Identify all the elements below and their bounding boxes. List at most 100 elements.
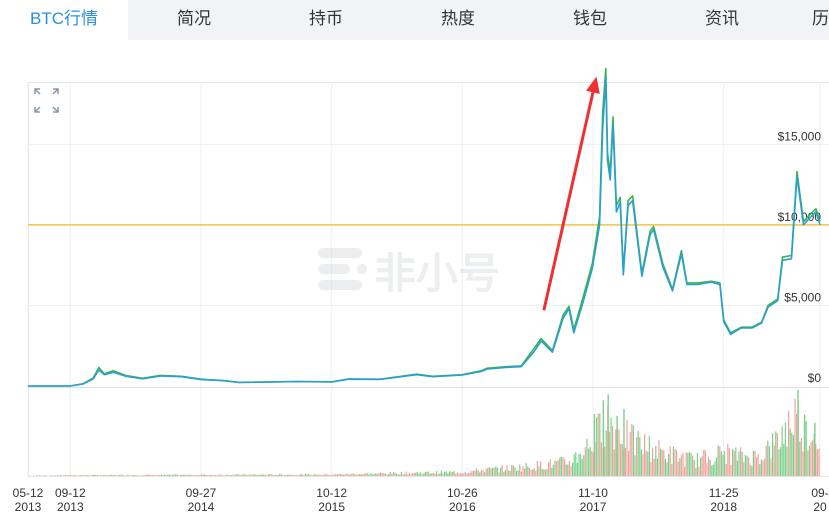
volume-bar bbox=[306, 474, 308, 476]
volume-bar bbox=[384, 473, 386, 476]
volume-bar bbox=[487, 467, 489, 476]
volume-bar bbox=[602, 400, 605, 476]
volume-bar bbox=[372, 474, 374, 476]
volume-bar bbox=[514, 467, 516, 476]
tab-news[interactable]: 资讯 bbox=[705, 9, 739, 28]
x-tick-label: 10-26 bbox=[447, 486, 478, 500]
tab-popularity[interactable]: 热度 bbox=[441, 9, 475, 28]
y-tick-label: $15,000 bbox=[778, 129, 822, 143]
volume-bar bbox=[504, 470, 506, 476]
volume-bar bbox=[565, 464, 567, 476]
volume-bar bbox=[600, 442, 602, 476]
volume-bar bbox=[428, 471, 430, 476]
tab-history[interactable]: 历 bbox=[812, 9, 829, 28]
volume-bar bbox=[586, 438, 588, 476]
volume-bar bbox=[410, 474, 412, 476]
volume-bar bbox=[151, 475, 153, 476]
volume-bar bbox=[607, 394, 609, 476]
tab-btc-market[interactable]: BTC行情 bbox=[0, 0, 128, 40]
volume-bar bbox=[298, 474, 300, 476]
volume-bar bbox=[474, 470, 476, 476]
volume-bar bbox=[180, 474, 182, 476]
volume-bar bbox=[255, 474, 257, 476]
volume-bar bbox=[612, 426, 614, 476]
watermark-logo-icon-mid bbox=[318, 264, 350, 274]
volume-bar bbox=[172, 474, 174, 476]
volume-bar bbox=[207, 475, 209, 476]
volume-bar bbox=[191, 475, 193, 476]
volume-bar bbox=[445, 471, 447, 476]
volume-bar bbox=[341, 474, 343, 476]
volume-bar bbox=[202, 474, 204, 476]
volume-bar bbox=[407, 474, 409, 476]
volume-bar bbox=[85, 474, 87, 476]
volume-bar bbox=[647, 451, 649, 476]
volume-bar bbox=[114, 474, 116, 476]
volume-bar bbox=[512, 465, 514, 476]
volume-bar bbox=[679, 458, 681, 476]
x-axis-ticks: 05-12201309-12201309-27201410-12201510-2… bbox=[13, 486, 829, 514]
volume-bar bbox=[799, 441, 801, 476]
volume-bar bbox=[223, 475, 225, 476]
volume-bar bbox=[548, 462, 550, 476]
volume-bar bbox=[232, 474, 234, 476]
volume-bar bbox=[532, 469, 534, 476]
volume-bar bbox=[624, 447, 626, 476]
volume-bar bbox=[290, 474, 292, 476]
volume-bar bbox=[479, 472, 481, 476]
volume-bar bbox=[396, 473, 398, 476]
volume-bar bbox=[527, 466, 529, 476]
volume-bar bbox=[360, 474, 362, 476]
volume-bar bbox=[178, 475, 180, 476]
volume-bar bbox=[69, 474, 71, 476]
volume-bar bbox=[764, 458, 766, 476]
volume-bar bbox=[455, 473, 457, 476]
volume-bar bbox=[122, 474, 124, 476]
volume-bar bbox=[61, 475, 63, 476]
x-tick-label: 11-25 bbox=[709, 486, 739, 500]
volume-bar bbox=[88, 475, 90, 476]
volume-bar bbox=[378, 472, 380, 476]
volume-bar bbox=[695, 467, 697, 476]
volume-bar bbox=[333, 474, 335, 476]
volume-bar bbox=[677, 461, 679, 476]
tab-wallet[interactable]: 钱包 bbox=[573, 9, 607, 28]
btc-price-chart[interactable]: 非小号 $0$5,000$10,000$15,000 05-12201309-1… bbox=[0, 40, 829, 521]
volume-bar bbox=[413, 472, 415, 476]
volume-bar bbox=[794, 398, 796, 476]
tab-overview[interactable]: 简况 bbox=[177, 9, 211, 28]
volume-bar bbox=[634, 455, 636, 476]
volume-bar bbox=[525, 463, 527, 476]
volume-bar bbox=[90, 475, 92, 476]
volume-bar bbox=[506, 464, 508, 476]
volume-bar bbox=[367, 473, 369, 476]
volume-bar bbox=[556, 461, 558, 476]
expand-icon[interactable] bbox=[34, 88, 59, 113]
volume-bar bbox=[448, 471, 450, 476]
volume-bar bbox=[664, 458, 666, 476]
volume-bar bbox=[50, 475, 52, 476]
volume-bar bbox=[676, 450, 678, 476]
volume-bar bbox=[608, 431, 610, 476]
volume-bar bbox=[327, 474, 329, 476]
volume-bar bbox=[247, 475, 249, 476]
volume-bar bbox=[210, 474, 212, 476]
volume-bar bbox=[357, 474, 359, 476]
volume-bar bbox=[640, 449, 642, 476]
volume-bar bbox=[405, 471, 407, 476]
volume-bar bbox=[756, 457, 758, 476]
volume-bar bbox=[642, 453, 644, 476]
volume-bar bbox=[728, 448, 730, 476]
volume-bar bbox=[220, 474, 222, 476]
volume-bar bbox=[746, 455, 748, 476]
volume-bar bbox=[560, 456, 562, 476]
tab-holdings[interactable]: 持币 bbox=[309, 9, 343, 28]
volume-bar bbox=[304, 473, 306, 476]
volume-bar bbox=[394, 472, 396, 476]
volume-bar bbox=[373, 473, 375, 476]
volume-bar bbox=[432, 473, 434, 476]
volume-bar bbox=[557, 460, 559, 476]
volume-bar bbox=[757, 454, 759, 476]
volume-bar bbox=[234, 474, 236, 476]
volume-bar bbox=[735, 447, 737, 476]
